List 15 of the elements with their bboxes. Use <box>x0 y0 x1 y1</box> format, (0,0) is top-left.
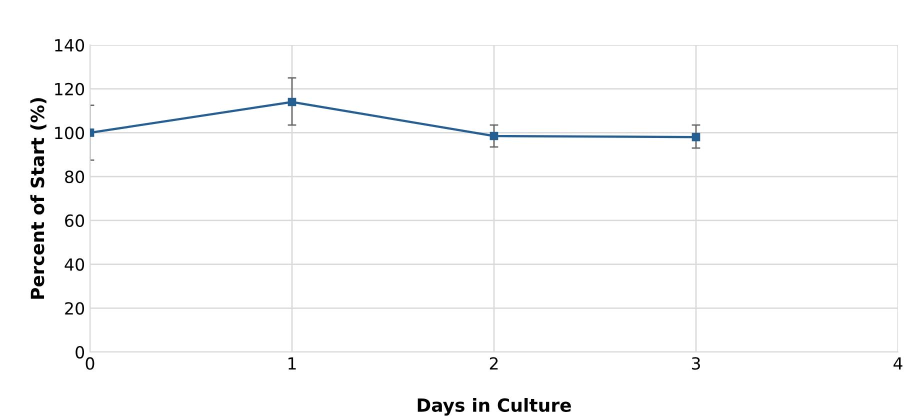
x-axis-title: Days in Culture <box>418 398 571 416</box>
y-tick-label: 80 <box>65 170 84 184</box>
y-axis-title: Percent of Start (%) <box>30 98 46 299</box>
y-tick-label: 100 <box>55 126 84 140</box>
y-tick-label: 60 <box>65 214 84 227</box>
x-tick-label: 0 <box>86 357 94 370</box>
x-tick-label: 1 <box>288 357 296 370</box>
y-tick-label: 0 <box>76 346 84 359</box>
x-tick-label: 4 <box>894 357 902 370</box>
x-tick-label: 3 <box>692 357 700 370</box>
y-tick-label: 20 <box>65 302 84 315</box>
x-tick-label: 2 <box>490 357 498 370</box>
y-tick-label: 40 <box>64 258 84 271</box>
y-tick-label: 140 <box>55 38 84 52</box>
y-tick-label: 120 <box>55 82 84 96</box>
